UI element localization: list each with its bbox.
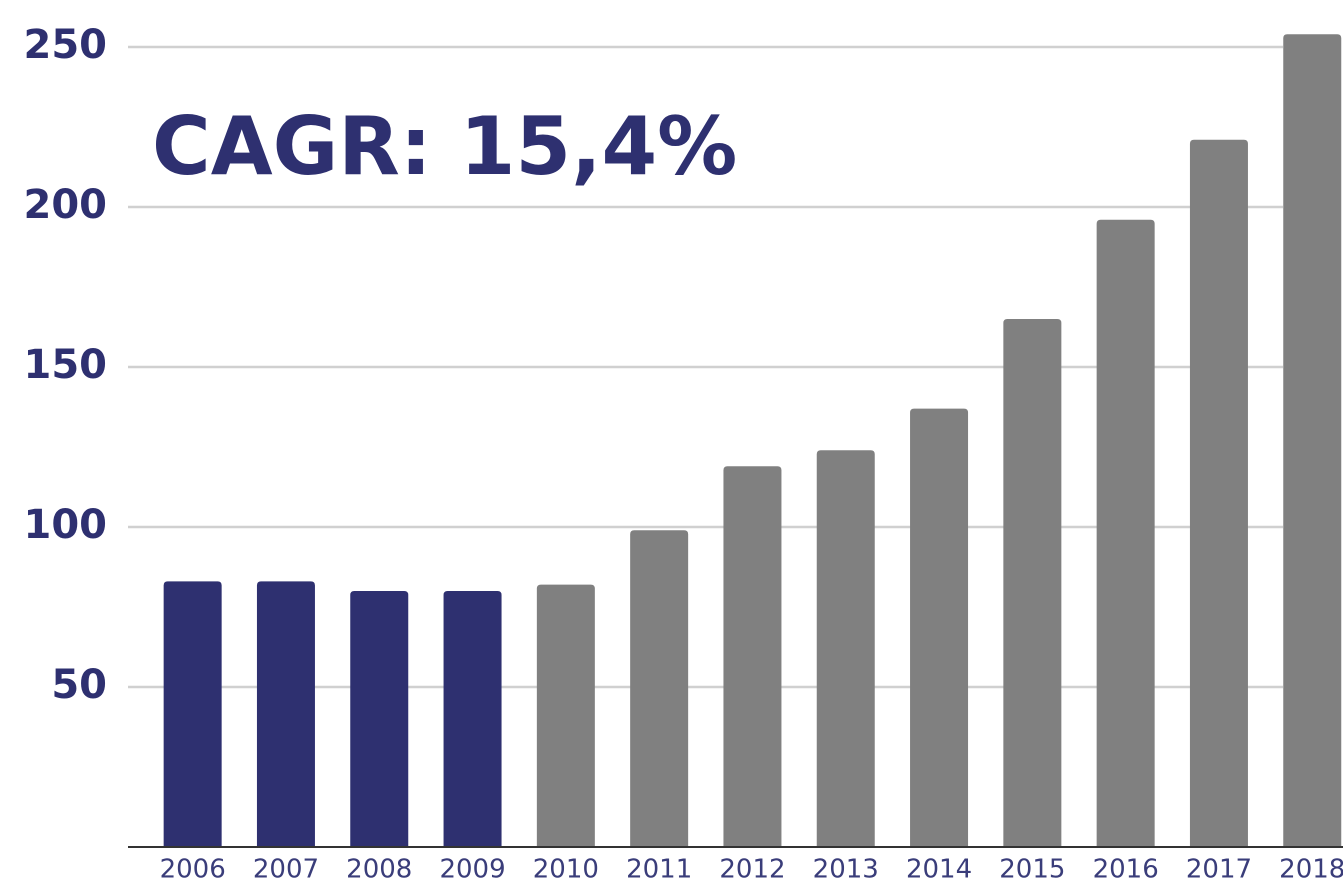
bar [816, 450, 875, 847]
x-tick-label: 2018 [1279, 855, 1343, 882]
y-tick-label: 250 [24, 22, 108, 68]
x-tick-label: 2012 [719, 855, 785, 882]
y-tick-label: 150 [24, 342, 108, 388]
x-tick-label: 2015 [999, 855, 1065, 882]
bar [630, 530, 689, 847]
bar [1283, 34, 1342, 847]
y-tick-label: 100 [24, 502, 108, 548]
bar [163, 581, 222, 847]
x-tick-label: 2007 [253, 855, 319, 882]
x-tick-label: 2006 [160, 855, 226, 882]
x-tick-label: 2008 [346, 855, 412, 882]
bar [350, 591, 409, 847]
bar [256, 581, 315, 847]
x-tick-label: 2014 [906, 855, 972, 882]
y-tick-label: 50 [51, 662, 107, 708]
x-tick-label: 2013 [813, 855, 879, 882]
x-tick-label: 2011 [626, 855, 692, 882]
x-tick-label: 2016 [1093, 855, 1159, 882]
bar [723, 466, 782, 847]
x-tick-label: 2017 [1186, 855, 1252, 882]
bar [443, 591, 502, 847]
bar [1189, 139, 1248, 848]
annotation: CAGR: 15,4% [152, 100, 737, 193]
x-tick-label: 2009 [439, 855, 505, 882]
bar [536, 584, 595, 847]
y-tick-label: 200 [24, 182, 108, 228]
x-tick-label: 2010 [533, 855, 599, 882]
bar [1096, 219, 1155, 848]
bar [1003, 319, 1062, 847]
bar [910, 408, 969, 847]
